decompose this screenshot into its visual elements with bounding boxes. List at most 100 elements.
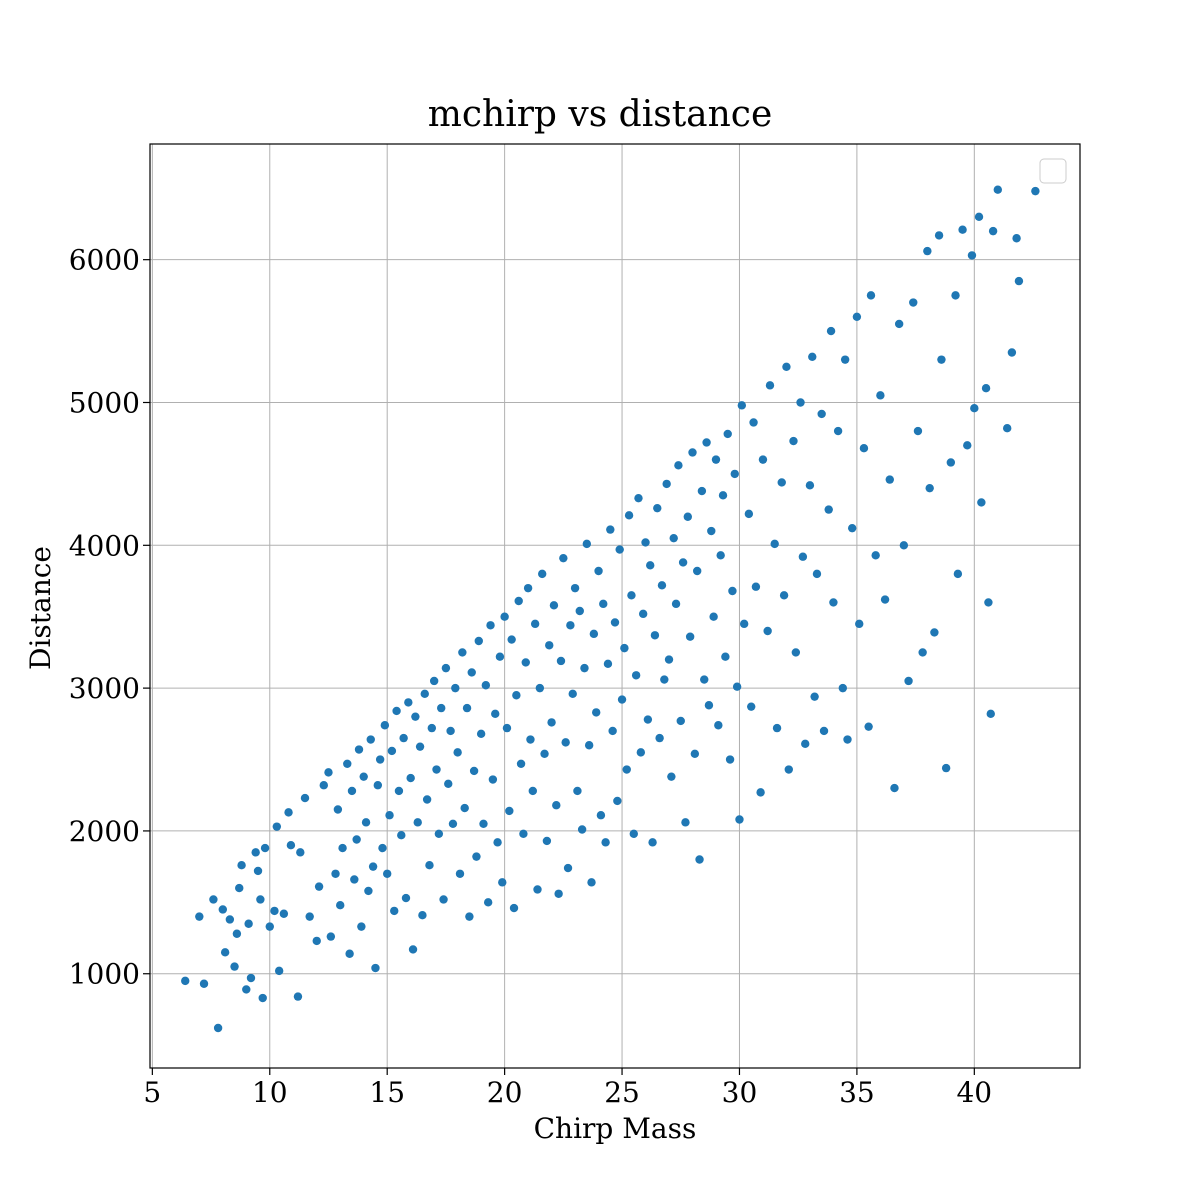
x-tick-label: 30 [722,1076,758,1109]
data-point [634,493,643,503]
data-point [326,932,336,941]
data-point [570,583,580,593]
data-point [495,652,505,661]
data-point [829,598,838,607]
data-point [561,738,570,747]
data-point [213,1023,223,1033]
data-point [420,689,429,699]
data-point [941,763,951,773]
data-point [284,808,293,817]
data-point [563,863,573,873]
data-point [556,656,566,666]
data-point [225,915,235,924]
y-axis-label: Distance [24,546,57,670]
data-point [582,539,592,549]
data-point [181,976,190,986]
data-point [425,861,434,870]
data-point [937,355,946,364]
data-point [209,895,218,904]
data-point [667,772,676,781]
data-point [465,912,474,921]
data-point [509,903,519,913]
data-point [568,689,577,699]
data-point [824,505,833,514]
data-point [488,775,498,784]
data-point [444,779,453,789]
data-point [476,729,486,739]
data-point [700,675,709,684]
data-point [650,631,660,640]
data-point [596,811,606,820]
data-point [756,788,765,797]
data-point [418,910,427,920]
data-point [528,786,538,796]
data-point [646,561,655,570]
data-point [300,793,310,803]
data-point [981,384,991,393]
data-point [653,503,662,513]
data-point [505,806,514,816]
data-point [737,401,747,410]
data-point [923,246,932,256]
data-point [864,722,873,731]
data-point [709,612,718,621]
data-point [333,805,343,814]
data-point [934,231,944,240]
data-point [833,426,843,436]
y-tick-label: 4000 [69,529,140,562]
data-point [404,698,413,707]
data-point [354,745,364,754]
data-point [758,455,768,464]
data-point [507,635,516,644]
data-point [692,566,702,576]
data-point [643,715,653,724]
data-point [472,852,481,861]
data-point [866,291,876,300]
data-point [474,636,483,646]
data-point [791,648,801,657]
data-point [573,786,582,796]
data-point [730,469,739,479]
data-point [305,912,314,921]
data-point [314,882,324,891]
data-point [439,895,448,904]
data-point [606,525,615,534]
data-point [789,436,798,446]
data-point [918,648,927,657]
data-point [723,429,732,439]
data-point [819,726,829,736]
data-point [798,552,808,561]
x-tick-label: 20 [487,1076,523,1109]
data-point [763,626,772,636]
data-point [220,948,230,957]
data-point [364,886,373,896]
data-point [251,848,260,857]
data-point [718,491,728,500]
data-point [817,409,826,419]
data-point [373,781,383,790]
data-point [951,291,960,300]
data-point [368,862,378,871]
data-point [852,312,862,322]
data-point [540,749,549,759]
data-point [331,869,340,878]
data-point [380,721,390,730]
data-point [613,796,622,806]
data-point [272,822,282,831]
y-tick-label: 5000 [69,386,140,419]
data-point [620,643,629,653]
data-point [345,949,354,958]
data-point [399,733,408,743]
data-point [690,749,700,759]
data-point [859,443,869,453]
data-point [535,683,545,693]
data-point [408,945,418,954]
data-point [199,979,209,988]
data-point [587,878,596,887]
data-point [801,739,810,749]
x-tick-label: 10 [252,1076,288,1109]
data-point [779,591,789,600]
data-point [413,818,422,827]
data-point [617,695,627,704]
data-point [909,298,918,307]
